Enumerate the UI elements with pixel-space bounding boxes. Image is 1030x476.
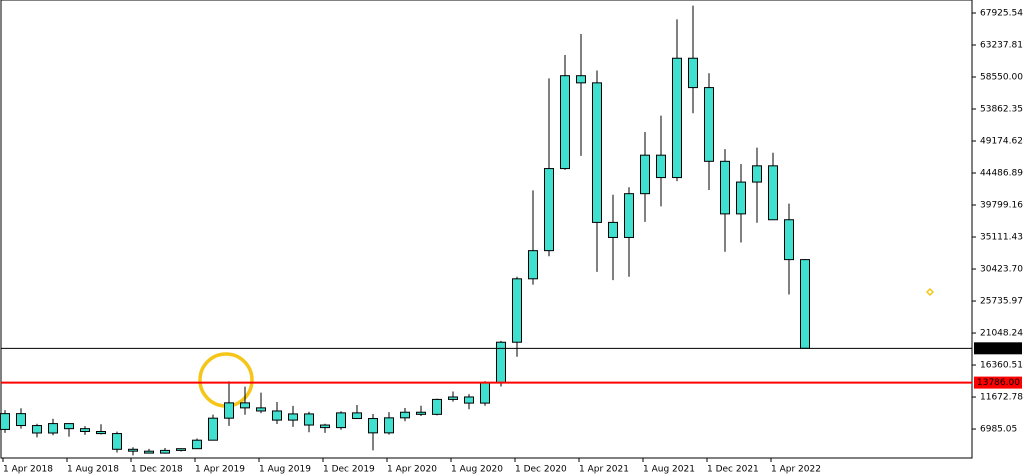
candle-body <box>656 154 666 179</box>
plot-frame <box>0 0 973 459</box>
candle-body <box>400 411 410 419</box>
x-tick-label: 1 Aug 2020 <box>451 465 503 475</box>
candle-body <box>256 407 266 412</box>
candle-body <box>784 219 794 261</box>
candle-body <box>160 449 170 454</box>
candle-body <box>464 396 474 404</box>
candle-body <box>176 448 186 451</box>
marker-diamond <box>925 287 935 297</box>
candle-body <box>192 439 202 450</box>
candle-body <box>752 165 762 183</box>
candle-body <box>448 396 458 400</box>
candle-body <box>432 398 442 415</box>
x-tick-label: 1 Apr 2019 <box>195 465 245 475</box>
candle-body <box>80 428 90 432</box>
candle-body <box>144 450 154 454</box>
price-level-box <box>974 342 1022 355</box>
x-tick-label: 1 Aug 2018 <box>67 465 119 475</box>
candle-body <box>0 413 10 430</box>
x-tick-label: 1 Apr 2018 <box>3 465 53 475</box>
candle-body <box>624 193 634 238</box>
candle-body <box>544 168 554 252</box>
y-tick-label: 53862.35 <box>980 105 1023 115</box>
y-tick-label: 25735.97 <box>980 297 1023 307</box>
candle-body <box>768 165 778 221</box>
candle-body <box>480 382 490 404</box>
candle-body <box>560 75 570 170</box>
candle-body <box>528 250 538 280</box>
x-tick-label: 1 Aug 2021 <box>643 465 695 475</box>
candle-body <box>688 57 698 89</box>
y-tick-label: 35111.43 <box>980 233 1023 243</box>
y-tick-label: 58550.00 <box>980 73 1023 83</box>
x-tick-label: 1 Aug 2019 <box>259 465 311 475</box>
x-tick-label: 1 Dec 2018 <box>131 465 183 475</box>
candle-body <box>384 417 394 434</box>
price-level-label: 13786.00 <box>977 378 1020 388</box>
y-tick-label: 67925.54 <box>980 9 1023 19</box>
candle-body <box>592 82 602 223</box>
candle-body <box>704 87 714 162</box>
candle-body <box>416 411 426 415</box>
candle-body <box>640 154 650 195</box>
price-level-box <box>974 376 1022 389</box>
y-tick-label: 49174.62 <box>980 137 1023 147</box>
x-tick-label: 1 Apr 2021 <box>579 465 629 475</box>
x-tick-label: 1 Dec 2019 <box>323 465 375 475</box>
candle-body <box>272 410 282 421</box>
y-tick-label: 11672.78 <box>980 393 1023 403</box>
x-tick-label: 1 Apr 2020 <box>387 465 437 475</box>
candle-body <box>240 402 250 409</box>
candle-body <box>224 402 234 419</box>
candle-body <box>208 417 218 441</box>
candle-body <box>352 412 362 420</box>
y-tick-label: 44486.89 <box>980 169 1023 179</box>
candle-body <box>720 160 730 215</box>
price-level-label: 18807.50 <box>977 344 1020 354</box>
candle-body <box>304 413 314 426</box>
candle-body <box>512 278 522 343</box>
y-tick-label: 21048.24 <box>980 329 1023 339</box>
candle-body <box>128 448 138 452</box>
x-tick-label: 1 Apr 2022 <box>771 465 821 475</box>
candle-body <box>368 418 378 434</box>
candle-body <box>800 259 810 349</box>
candle-body <box>288 413 298 421</box>
candle-body <box>672 57 682 179</box>
x-tick-label: 1 Dec 2021 <box>707 465 759 475</box>
y-tick-label: 6985.05 <box>980 425 1017 435</box>
candle-body <box>32 425 42 434</box>
x-tick-label: 1 Dec 2020 <box>515 465 567 475</box>
y-tick-label: 63237.81 <box>980 41 1023 51</box>
y-tick-label: 30423.70 <box>980 265 1023 275</box>
candle-body <box>96 430 106 435</box>
candle-body <box>320 424 330 429</box>
candle-body <box>576 75 586 84</box>
candle-body <box>64 423 74 430</box>
candle-body <box>112 433 122 450</box>
candle-body <box>608 221 618 238</box>
candle-body <box>736 181 746 215</box>
candle-body <box>336 412 346 429</box>
y-tick-label: 16360.51 <box>980 361 1023 371</box>
y-tick-label: 39799.16 <box>980 201 1023 211</box>
candle-body <box>16 413 26 427</box>
candle-body <box>48 423 58 434</box>
highlight-circle <box>198 352 254 408</box>
